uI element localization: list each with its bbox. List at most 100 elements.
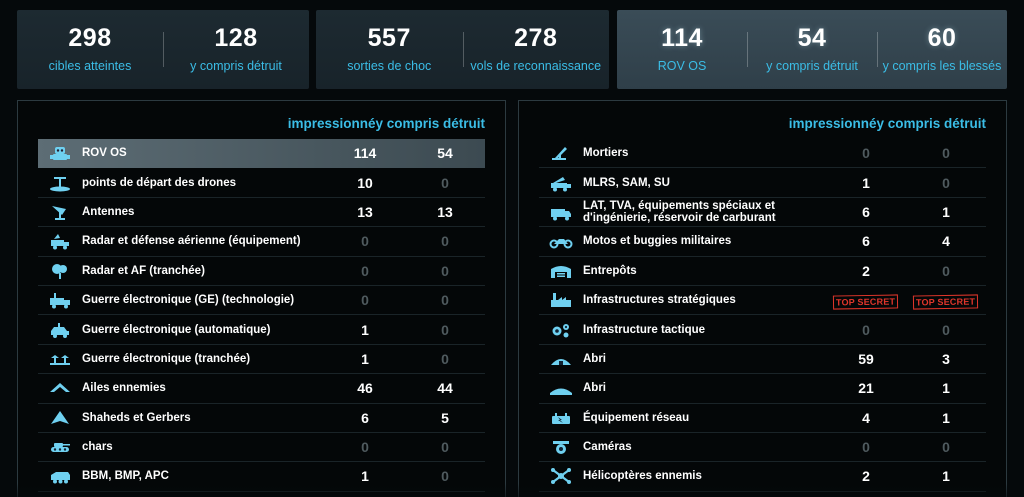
row-value-destroyed: 0: [441, 174, 449, 191]
row-label: Ailes ennemies: [82, 382, 166, 395]
radar-dish-icon: [38, 262, 82, 280]
panel-title: impressionnéy compris détruit: [287, 116, 485, 131]
row-value-destroyed: 0: [942, 439, 950, 456]
row-label: ROV OS: [82, 147, 127, 160]
top-secret-stamp: TOP SECRET: [826, 292, 906, 310]
row-value-hit: 21: [858, 380, 874, 397]
row-value-destroyed: 3: [942, 350, 950, 367]
row-label: Guerre électronique (GE) (technologie): [82, 294, 295, 307]
row-label: Shaheds et Gerbers: [82, 411, 191, 424]
row-label: Hélicoptères ennemis: [583, 470, 702, 483]
row-value-hit: 59: [858, 350, 874, 367]
row-value-hit: 13: [357, 203, 373, 220]
left-rows: ROV OS 114 54 points de départ des drones 10…: [38, 139, 485, 492]
panel-left: impressionnéy compris détruit ROV OS 114 5…: [17, 100, 506, 497]
row-label: BBM, BMP, APC: [82, 470, 169, 483]
table-row: Radar et AF (tranchée) 0 0: [38, 257, 485, 286]
row-label: Guerre électronique (tranchée): [82, 352, 251, 365]
row-label: Radar et AF (tranchée): [82, 264, 205, 277]
row-label: Entrepôts: [583, 264, 637, 277]
row-value-destroyed: 1: [942, 203, 950, 220]
stat-label: ROV OS: [657, 59, 707, 73]
row-value-hit: 1: [361, 468, 369, 485]
helicopter-icon: [539, 467, 583, 485]
shelter-icon: [539, 350, 583, 368]
table-row: LAT, TVA, équipements spéciaux et d'ingé…: [539, 198, 986, 228]
table-row: Motos et buggies militaires 6 4: [539, 227, 986, 257]
radar-truck-icon: [38, 232, 82, 250]
right-rows: Mortiers 0 0 MLRS, SAM, SU 1 0 LAT, TVA, équip…: [539, 139, 986, 492]
row-label: Radar et défense aérienne (équipement): [82, 235, 301, 248]
stat-value: 128: [214, 24, 258, 52]
row-value-destroyed: 4: [942, 233, 950, 250]
robot-icon: [38, 144, 82, 162]
row-value-hit: 0: [862, 145, 870, 162]
stat-value: 54: [797, 24, 827, 52]
row-value-hit: 1: [862, 174, 870, 191]
row-label: MLRS, SAM, SU: [583, 176, 670, 189]
row-value-hit: 1: [361, 321, 369, 338]
table-row: Guerre électronique (automatique) 1 0: [38, 315, 485, 345]
stat-label: vols de reconnaissance: [470, 59, 602, 73]
table-row: Infrastructures stratégiques TOP SECRET TO…: [539, 286, 986, 316]
row-value-destroyed: 44: [437, 380, 453, 397]
stat-value: 298: [68, 24, 112, 52]
row-value-destroyed: 0: [441, 468, 449, 485]
stat-targets-destroyed: 128 y compris détruit: [163, 10, 309, 89]
table-row: chars 0 0: [38, 433, 485, 463]
row-value-destroyed: 13: [437, 203, 453, 220]
row-value-hit: 0: [361, 292, 369, 309]
table-row: Guerre électronique (tranchée) 1 0: [38, 345, 485, 375]
row-value-hit: 2: [862, 262, 870, 279]
bunker-icon: [539, 379, 583, 397]
row-value-hit: 2: [862, 468, 870, 485]
row-label: Motos et buggies militaires: [583, 235, 732, 248]
table-row: Guerre électronique (GE) (technologie) 0 0: [38, 286, 485, 316]
row-value-destroyed: 0: [441, 350, 449, 367]
row-value-destroyed: 0: [441, 292, 449, 309]
row-value-destroyed: 5: [441, 409, 449, 426]
table-row: Caméras 0 0: [539, 433, 986, 463]
table-row: Infrastructure tactique 0 0: [539, 315, 986, 345]
row-value-destroyed: 0: [942, 321, 950, 338]
motorcycle-icon: [539, 232, 583, 250]
row-value-destroyed: 1: [942, 409, 950, 426]
table-row: Antennes 13 13: [38, 198, 485, 228]
row-label: Abri: [583, 352, 606, 365]
rocket-launcher-icon: [539, 174, 583, 192]
bottom-fade: [0, 483, 1024, 497]
stat-targets-hit: 298 cibles atteintes: [17, 10, 163, 89]
stat-label: y compris les blessés: [882, 59, 1002, 73]
stat-card-rov: 114 ROV OS 54 y compris détruit 60 y com…: [617, 10, 1007, 89]
stat-recon-flights: 278 vols de reconnaissance: [462, 10, 610, 89]
ew-car-icon: [38, 321, 82, 339]
row-label: chars: [82, 441, 113, 454]
row-value-destroyed: 0: [942, 262, 950, 279]
row-label: Abri: [583, 382, 606, 395]
table-row: Radar et défense aérienne (équipement) 0 0: [38, 227, 485, 257]
table-row: Shaheds et Gerbers 6 5: [38, 404, 485, 433]
row-label: Mortiers: [583, 147, 629, 160]
row-label: Antennes: [82, 205, 135, 218]
truck-icon: [539, 203, 583, 221]
row-value-destroyed: 54: [437, 145, 453, 162]
row-label: LAT, TVA, équipements spéciaux et d'ingé…: [583, 199, 776, 224]
row-label: Infrastructure tactique: [583, 323, 706, 336]
row-label: Infrastructures stratégiques: [583, 294, 736, 307]
row-label: Guerre électronique (automatique): [82, 323, 271, 336]
row-value-destroyed: 0: [942, 174, 950, 191]
top-secret-stamp-text: TOP SECRET: [833, 294, 899, 310]
row-value-hit: 0: [361, 233, 369, 250]
table-row: Entrepôts 2 0: [539, 257, 986, 286]
row-value-hit: 6: [862, 203, 870, 220]
table-row: Ailes ennemies 46 44: [38, 374, 485, 404]
row-value-hit: 0: [862, 439, 870, 456]
mortar-icon: [539, 144, 583, 162]
table-row: Équipement réseau 4 1: [539, 404, 986, 433]
row-value-hit: 46: [357, 380, 373, 397]
row-value-hit: 4: [862, 409, 870, 426]
stat-strike-sorties: 557 sorties de choc: [316, 10, 463, 89]
apc-icon: [38, 467, 82, 485]
stat-value: 557: [367, 24, 411, 52]
top-secret-stamp: TOP SECRET: [906, 292, 986, 310]
